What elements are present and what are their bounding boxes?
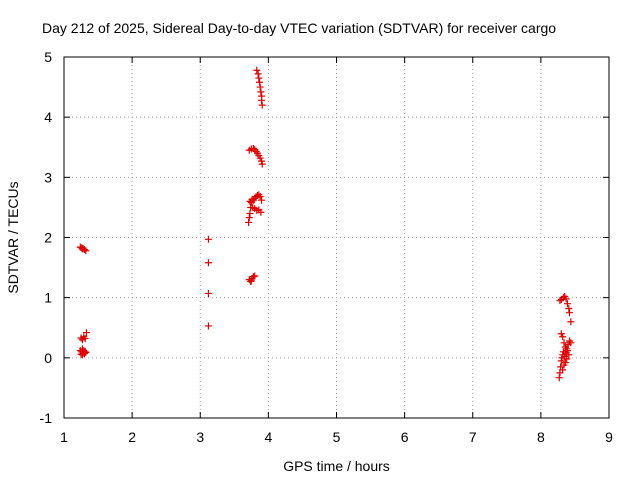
data-point: [563, 355, 571, 363]
x-tick-label: 4: [264, 429, 272, 445]
data-point: [556, 297, 564, 305]
data-point: [253, 66, 261, 74]
data-point: [256, 154, 264, 162]
data-point: [245, 218, 253, 226]
x-tick-label: 8: [537, 429, 545, 445]
x-tick-label: 9: [605, 429, 613, 445]
data-point: [81, 335, 89, 343]
y-tick-label: 4: [44, 109, 52, 125]
x-tick-label: 2: [128, 429, 136, 445]
data-point: [559, 333, 567, 341]
data-point: [78, 245, 86, 253]
x-tick-label: 3: [196, 429, 204, 445]
x-tick-label: 1: [60, 429, 68, 445]
data-point: [254, 70, 262, 78]
data-point: [256, 83, 264, 91]
data-point: [247, 277, 255, 285]
data-point: [563, 347, 571, 355]
y-tick-label: -1: [40, 410, 53, 426]
data-point: [246, 209, 254, 217]
data-point: [245, 214, 253, 222]
grid-lines: [64, 57, 609, 418]
data-point: [563, 300, 571, 308]
data-point: [257, 88, 265, 96]
data-point: [255, 74, 263, 82]
y-tick-label: 2: [44, 230, 52, 246]
data-point: [565, 309, 573, 317]
y-tick-label: 1: [44, 290, 52, 306]
y-tick-label: 5: [44, 49, 52, 65]
data-point: [258, 96, 266, 104]
data-point: [567, 318, 575, 326]
x-tick-label: 7: [469, 429, 477, 445]
data-point: [256, 78, 264, 86]
x-tick-label: 5: [333, 429, 341, 445]
data-point: [565, 337, 573, 345]
data-point: [249, 273, 257, 281]
data-point: [258, 101, 266, 109]
data-point: [204, 259, 212, 267]
data-point: [82, 329, 90, 337]
chart-title: Day 212 of 2025, Sidereal Day-to-day VTE…: [42, 20, 556, 36]
data-point: [560, 361, 568, 369]
data-point: [258, 160, 266, 168]
data-point: [567, 339, 575, 347]
data-point: [562, 295, 570, 303]
data-point: [204, 235, 212, 243]
axis-ticks: 1 2 3 4 5 6 7 8 9 -1 0 1 2 3 4 5: [40, 49, 614, 445]
data-points: [76, 66, 575, 382]
data-point: [78, 351, 86, 359]
data-point: [557, 330, 565, 338]
x-tick-label: 6: [401, 429, 409, 445]
data-point: [256, 193, 264, 201]
data-point: [565, 304, 573, 312]
data-point: [251, 272, 259, 280]
data-point: [258, 196, 266, 204]
y-tick-label: 3: [44, 169, 52, 185]
data-point: [560, 339, 568, 347]
x-axis-label: GPS time / hours: [283, 458, 390, 474]
data-point: [555, 374, 563, 382]
data-point: [257, 208, 265, 216]
data-point: [204, 322, 212, 330]
data-point: [559, 366, 567, 374]
data-point: [247, 277, 255, 285]
data-point: [565, 351, 573, 359]
data-point: [204, 289, 212, 297]
data-point: [557, 357, 565, 365]
y-tick-label: 0: [44, 350, 52, 366]
y-axis-label: SDTVAR / TECUs: [5, 181, 21, 293]
data-point: [258, 157, 266, 165]
